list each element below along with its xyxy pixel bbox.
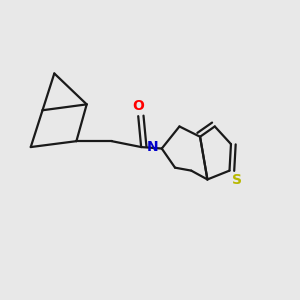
Text: S: S [232,173,242,187]
Text: O: O [132,99,144,112]
Text: N: N [147,140,158,154]
